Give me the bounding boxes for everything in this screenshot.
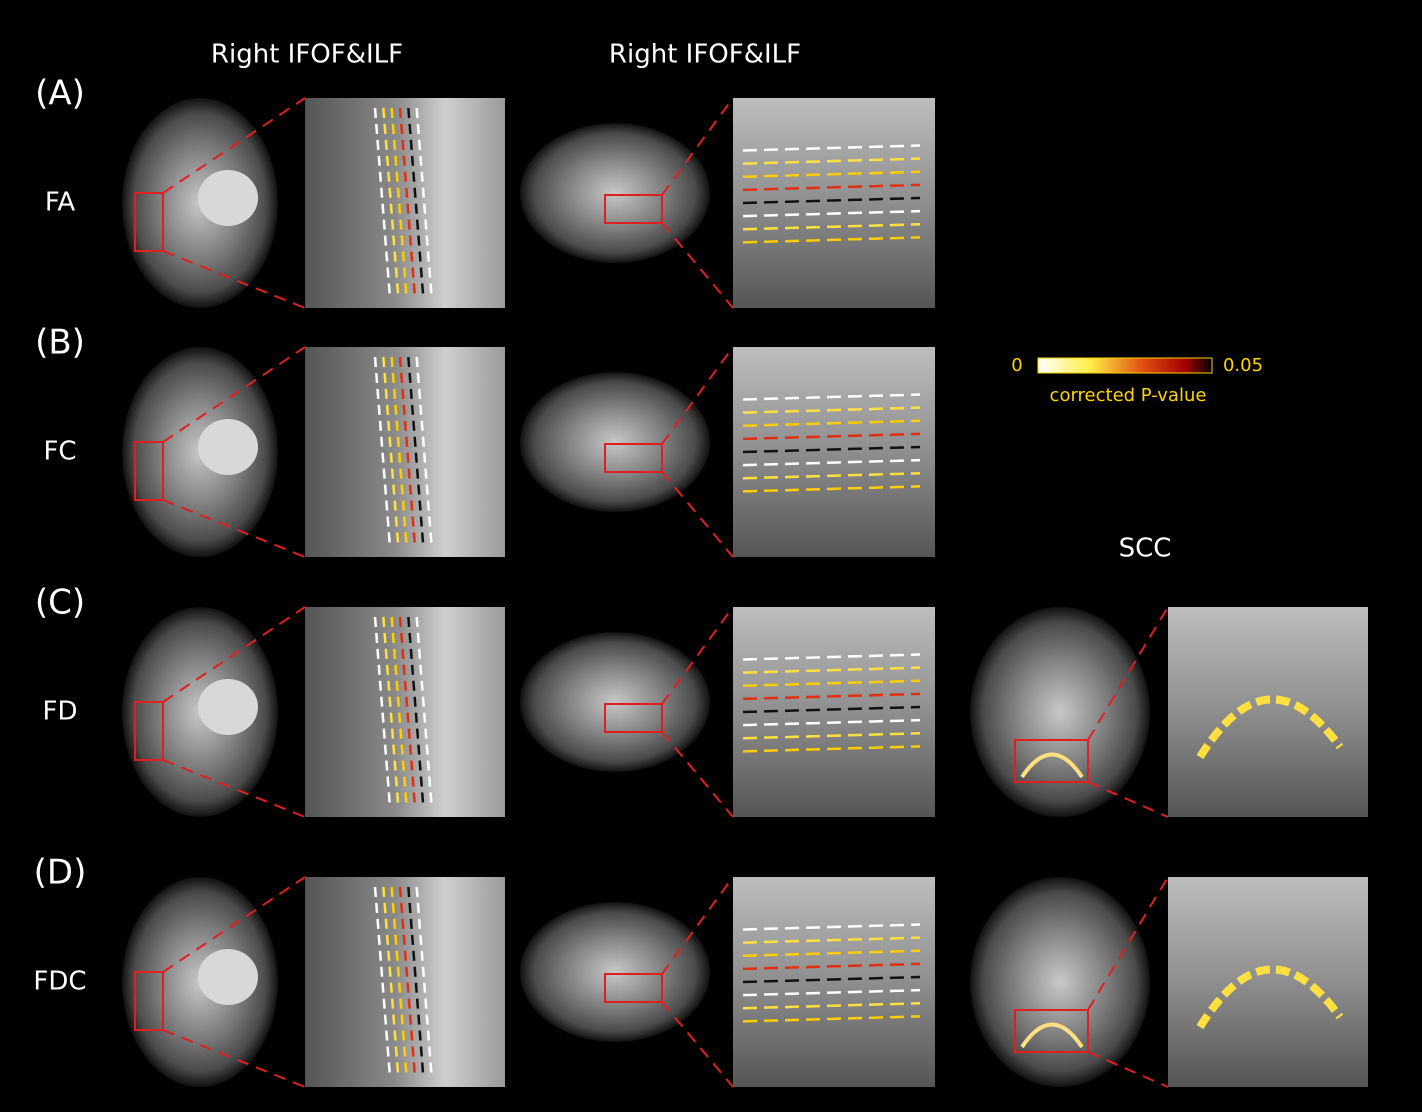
row-letter: (D) <box>34 853 87 893</box>
row-letter: (C) <box>35 583 85 623</box>
fiber-streak <box>742 419 921 427</box>
zoom-connector <box>661 606 734 705</box>
brainstem <box>198 170 258 226</box>
fiber-streak <box>742 458 921 467</box>
zoom-sagittal <box>733 98 935 308</box>
scc-brain <box>970 607 1150 817</box>
roi-box <box>134 971 164 1031</box>
zoom-scc <box>1168 877 1368 1087</box>
fiber-streak <box>742 936 921 944</box>
fiber-streak <box>742 692 921 701</box>
fiber-streak <box>742 923 921 931</box>
zoom-connector <box>661 876 734 975</box>
fiber-streak <box>742 432 921 441</box>
roi-box <box>604 973 663 1003</box>
sagittal-brain <box>520 902 710 1042</box>
fiber-streak <box>742 183 921 192</box>
zoom-connector <box>1087 876 1169 1011</box>
row-letter: (B) <box>35 323 85 363</box>
colorbar-title: corrected P-value <box>1050 385 1207 406</box>
fiber-streak <box>742 196 921 205</box>
fiber-streak <box>742 962 921 971</box>
roi-box <box>134 701 164 761</box>
scc-zoom-arc <box>1196 695 1344 760</box>
fiber-streak <box>742 949 921 957</box>
zoom-connector <box>162 250 306 309</box>
fiber-streak <box>742 393 921 401</box>
zoom-connector <box>162 606 306 703</box>
row-measure: FA <box>45 188 76 218</box>
row-measure: FDC <box>33 967 86 997</box>
fiber-streak <box>742 745 921 753</box>
zoom-connector <box>162 346 306 443</box>
fiber-streak <box>742 988 921 997</box>
fiber-streak <box>742 1015 921 1023</box>
zoom-connector <box>162 499 306 558</box>
fiber-streak <box>742 170 921 178</box>
fiber-streak <box>742 653 921 661</box>
zoom-scc <box>1168 607 1368 817</box>
fiber-streak <box>742 1002 921 1010</box>
sagittal-brain <box>520 632 710 772</box>
brainstem <box>198 949 258 1005</box>
fiber-streak <box>742 975 921 984</box>
scc-brain <box>970 877 1150 1087</box>
column-title: Right IFOF&ILF <box>211 40 403 70</box>
zoom-connector <box>661 346 734 445</box>
scc-zoom-arc <box>1196 965 1344 1030</box>
row-letter: (A) <box>35 74 85 114</box>
roi-box <box>604 194 663 224</box>
brainstem <box>198 679 258 735</box>
fiber-streak <box>742 666 921 674</box>
sagittal-brain <box>520 372 710 512</box>
zoom-connector <box>162 876 306 973</box>
colorbar-max: 0.05 <box>1223 355 1263 376</box>
fiber-streak <box>742 445 921 454</box>
colorbar-min: 0 <box>1011 355 1022 376</box>
roi-box <box>1014 1009 1089 1053</box>
zoom-connector <box>1087 606 1169 741</box>
zoom-connector <box>1087 781 1169 818</box>
colorbar <box>1037 357 1213 374</box>
roi-box <box>134 441 164 501</box>
brainstem <box>198 419 258 475</box>
zoom-connector <box>661 97 734 196</box>
row-measure: FD <box>43 697 78 727</box>
scc-arc <box>1020 752 1084 779</box>
roi-box <box>604 703 663 733</box>
fiber-streak <box>742 472 921 480</box>
roi-box <box>134 192 164 252</box>
fiber-streak <box>742 144 921 152</box>
row-measure: FC <box>43 437 76 467</box>
roi-box <box>1014 739 1089 783</box>
column-title: Right IFOF&ILF <box>609 40 801 70</box>
roi-box <box>604 443 663 473</box>
fiber-streak <box>742 705 921 714</box>
fiber-streak <box>742 406 921 414</box>
fiber-streak <box>742 157 921 165</box>
fiber-streak <box>742 209 921 218</box>
sagittal-brain <box>520 123 710 263</box>
fiber-streak <box>742 223 921 231</box>
fiber-streak <box>742 236 921 244</box>
zoom-connector <box>162 759 306 818</box>
fiber-streak <box>742 485 921 493</box>
zoom-sagittal <box>733 877 935 1087</box>
zoom-sagittal <box>733 347 935 557</box>
fiber-streak <box>742 732 921 740</box>
scc-arc <box>1020 1022 1084 1049</box>
fiber-streak <box>742 718 921 727</box>
zoom-connector <box>162 97 306 194</box>
column-title: SCC <box>1119 534 1172 564</box>
zoom-connector <box>1087 1051 1169 1088</box>
zoom-sagittal <box>733 607 935 817</box>
fiber-streak <box>742 679 921 687</box>
zoom-connector <box>162 1029 306 1088</box>
